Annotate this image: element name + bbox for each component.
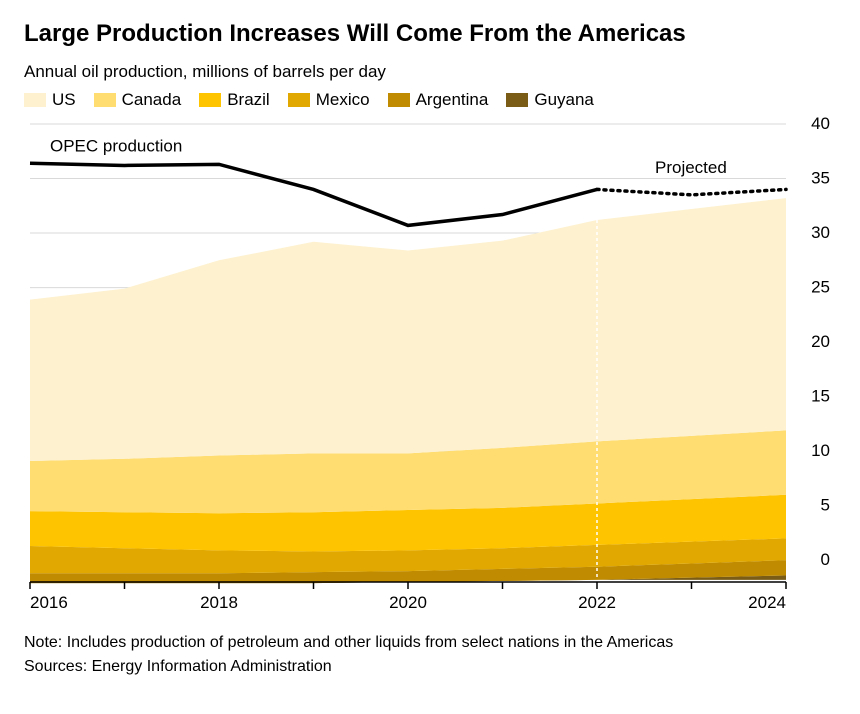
legend-swatch [94,93,116,107]
svg-text:5: 5 [821,496,830,515]
svg-text:30: 30 [811,223,830,242]
svg-text:35: 35 [811,169,830,188]
svg-text:40: 40 [811,116,830,133]
legend-swatch [388,93,410,107]
chart-note: Note: Includes production of petroleum a… [24,631,836,655]
projected-label: Projected [655,158,727,177]
x-tick-label: 2022 [578,593,616,612]
x-tick-label: 2016 [30,593,68,612]
chart-title: Large Production Increases Will Come Fro… [24,20,836,48]
legend-item: Argentina [388,90,489,110]
svg-text:15: 15 [811,387,830,406]
legend-label: Mexico [316,90,370,110]
legend-swatch [506,93,528,107]
opec-label: OPEC production [50,136,182,155]
legend: US Canada Brazil Mexico Argentina Guyana [24,90,836,110]
legend-label: Canada [122,90,182,110]
legend-label: Guyana [534,90,594,110]
svg-text:10: 10 [811,441,830,460]
legend-label: Brazil [227,90,270,110]
legend-swatch [199,93,221,107]
legend-item: Canada [94,90,182,110]
oil-production-chart: 0 5 10 15 20 25 30 35 40 OPEC production Projected… [24,116,836,616]
legend-label: Argentina [416,90,489,110]
svg-text:0: 0 [821,550,830,569]
legend-item: US [24,90,76,110]
chart-source: Sources: Energy Information Administrati… [24,655,836,679]
x-tick-label: 2020 [389,593,427,612]
x-tick-label: 2024 [748,593,786,612]
svg-text:25: 25 [811,278,830,297]
legend-item: Guyana [506,90,594,110]
chart-subtitle: Annual oil production, millions of barre… [24,62,836,82]
legend-label: US [52,90,76,110]
svg-text:20: 20 [811,332,830,351]
legend-item: Mexico [288,90,370,110]
legend-swatch [24,93,46,107]
legend-item: Brazil [199,90,270,110]
legend-swatch [288,93,310,107]
x-tick-label: 2018 [200,593,238,612]
